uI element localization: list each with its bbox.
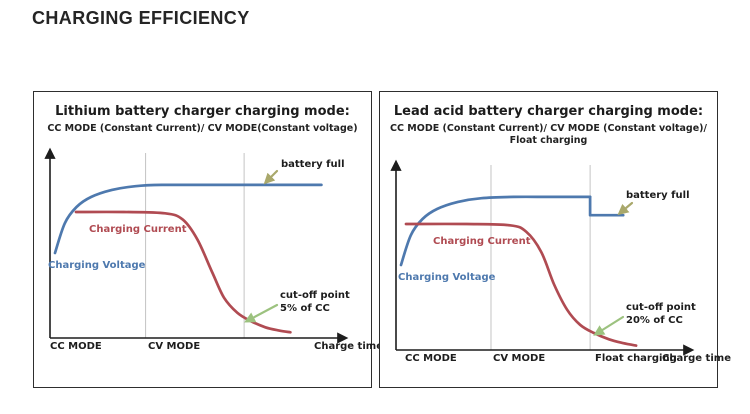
charging-voltage-label: Charging Voltage bbox=[48, 260, 146, 271]
lithium-panel-subtitle: CC MODE (Constant Current)/ CV MODE(Cons… bbox=[47, 123, 358, 134]
charging-voltage-label: Charging Voltage bbox=[398, 272, 496, 283]
battery-full-arrow-icon bbox=[263, 169, 279, 185]
charging-current-label: Charging Current bbox=[433, 236, 531, 247]
gridline-layer bbox=[490, 165, 591, 350]
x-label-cc-mode: CC MODE bbox=[405, 353, 457, 364]
battery-full-arrow-icon bbox=[617, 201, 634, 216]
charging-voltage-curve bbox=[53, 183, 323, 255]
charts-row: Lithium battery charger charging mode: C… bbox=[33, 91, 731, 388]
cutoff-label-line1: cut-off point bbox=[280, 290, 350, 301]
x-label-cc-mode: CC MODE bbox=[50, 341, 102, 352]
cutoff-label-line2: 5% of CC bbox=[280, 303, 330, 314]
battery-full-label: battery full bbox=[281, 159, 345, 170]
lithium-chart-panel: Lithium battery charger charging mode: C… bbox=[33, 91, 383, 388]
lead-acid-chart-panel: Lead acid battery charger charging mode:… bbox=[379, 91, 731, 388]
cutoff-label-line2: 20% of CC bbox=[626, 315, 683, 326]
charging-current-curve bbox=[404, 222, 638, 347]
charging-current-curve bbox=[74, 210, 292, 334]
page-title: CHARGING EFFICIENCY bbox=[32, 8, 250, 28]
lithium-chart-svg: Charging Current Charging Voltage batter… bbox=[44, 147, 383, 352]
x-label-cv-mode: CV MODE bbox=[148, 341, 200, 352]
cutoff-label-line1: cut-off point bbox=[626, 302, 696, 313]
lead-acid-panel-title: Lead acid battery charger charging mode: bbox=[393, 104, 704, 119]
lead-acid-chart-svg: Charging Current Charging Voltage batter… bbox=[390, 159, 731, 364]
x-label-charge-time: Charge time bbox=[314, 341, 383, 352]
battery-full-label: battery full bbox=[626, 190, 690, 201]
cutoff-arrow-icon bbox=[244, 303, 279, 323]
lead-acid-panel-subtitle: CC MODE (Constant Current)/ CV MODE (Con… bbox=[390, 123, 707, 146]
gridline-layer bbox=[145, 153, 245, 338]
charging-voltage-curve bbox=[588, 195, 625, 217]
x-label-float-charging: Float charging bbox=[595, 353, 677, 364]
lithium-panel-title: Lithium battery charger charging mode: bbox=[55, 104, 350, 119]
series-layer bbox=[53, 183, 323, 334]
x-label-cv-mode: CV MODE bbox=[493, 353, 545, 364]
charging-voltage-curve bbox=[399, 195, 592, 267]
cutoff-arrow-icon bbox=[593, 315, 625, 336]
series-layer bbox=[399, 195, 638, 347]
charging-current-label: Charging Current bbox=[89, 224, 187, 235]
x-label-charge-time: Charge time bbox=[662, 353, 731, 364]
